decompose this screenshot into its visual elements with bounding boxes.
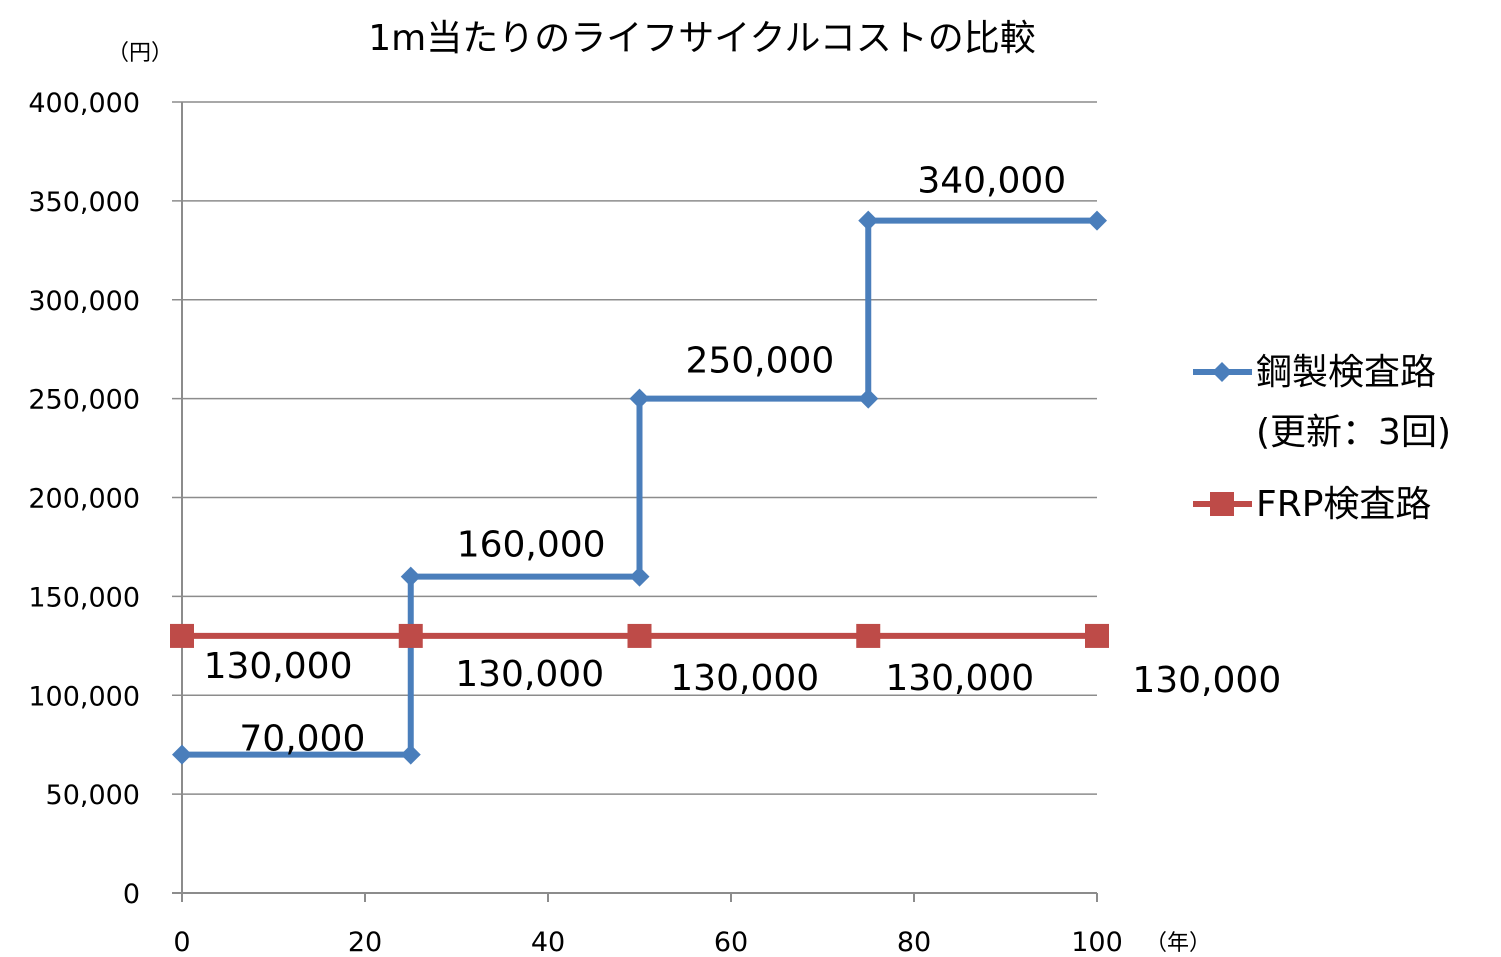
steel-data-point	[858, 388, 879, 409]
y-tick-label: 250,000	[28, 385, 140, 416]
tick-labels: 0 50,000 100,000 150,000 200,000 250,000 300,0…	[28, 88, 1122, 957]
legend-steel-label: 鋼製検査路	[1256, 352, 1436, 393]
y-tick-label: 400,000	[28, 88, 140, 119]
legend: 鋼製検査路 (更新：3回) FRP検査路	[1193, 352, 1451, 525]
x-tick-label: 40	[531, 927, 565, 957]
y-tick-label: 150,000	[28, 582, 140, 613]
y-tick-label: 350,000	[28, 187, 140, 218]
steel-data-point	[858, 210, 879, 231]
frp-data-point	[398, 623, 423, 648]
frp-data-point	[170, 623, 194, 648]
frp-data-label: 130,000	[1132, 660, 1281, 701]
y-tick-label: 50,000	[46, 780, 140, 811]
frp-data-label: 130,000	[204, 646, 353, 687]
y-tick-label: 0	[123, 879, 140, 910]
y-axis-unit-label: （円）	[107, 41, 173, 66]
x-axis-unit-label: （年）	[1145, 931, 1211, 956]
steel-series-line	[182, 217, 1097, 758]
steel-data-point	[400, 744, 421, 765]
legend-steel-marker	[1212, 362, 1232, 382]
x-tick-label: 20	[348, 927, 382, 957]
legend-frp-marker	[1210, 492, 1234, 516]
steel-data-label: 250,000	[685, 341, 834, 382]
x-tick-label: 0	[173, 927, 190, 957]
legend-frp-label: FRP検査路	[1256, 484, 1431, 525]
y-tick-label: 300,000	[28, 286, 140, 317]
frp-data-point	[627, 623, 652, 648]
chart-title: 1m当たりのライフサイクルコストの比較	[368, 18, 1035, 59]
y-tick-label: 100,000	[28, 681, 140, 712]
steel-data-point	[1087, 210, 1107, 231]
x-tick-label: 60	[714, 927, 748, 957]
frp-data-label: 130,000	[885, 658, 1034, 699]
steel-data-label: 70,000	[239, 719, 365, 760]
y-tick-label: 200,000	[28, 484, 140, 515]
frp-data-point	[1085, 623, 1109, 648]
x-tick-label: 80	[897, 927, 931, 957]
frp-data-point	[856, 623, 881, 648]
steel-data-point	[400, 566, 421, 587]
legend-steel-label: (更新：3回)	[1256, 412, 1451, 453]
frp-data-label: 130,000	[670, 658, 819, 699]
frp-data-label: 130,000	[455, 654, 604, 695]
steel-data-label: 340,000	[917, 161, 1066, 202]
x-tick-label: 100	[1071, 927, 1123, 957]
steel-data-point	[629, 388, 650, 409]
data-labels: 70,000 160,000 250,000 340,000 130,000 130,00…	[204, 161, 1282, 760]
series-lines	[170, 210, 1109, 765]
steel-data-label: 160,000	[457, 525, 606, 566]
steel-data-point	[629, 566, 650, 587]
steel-data-point	[172, 744, 192, 765]
